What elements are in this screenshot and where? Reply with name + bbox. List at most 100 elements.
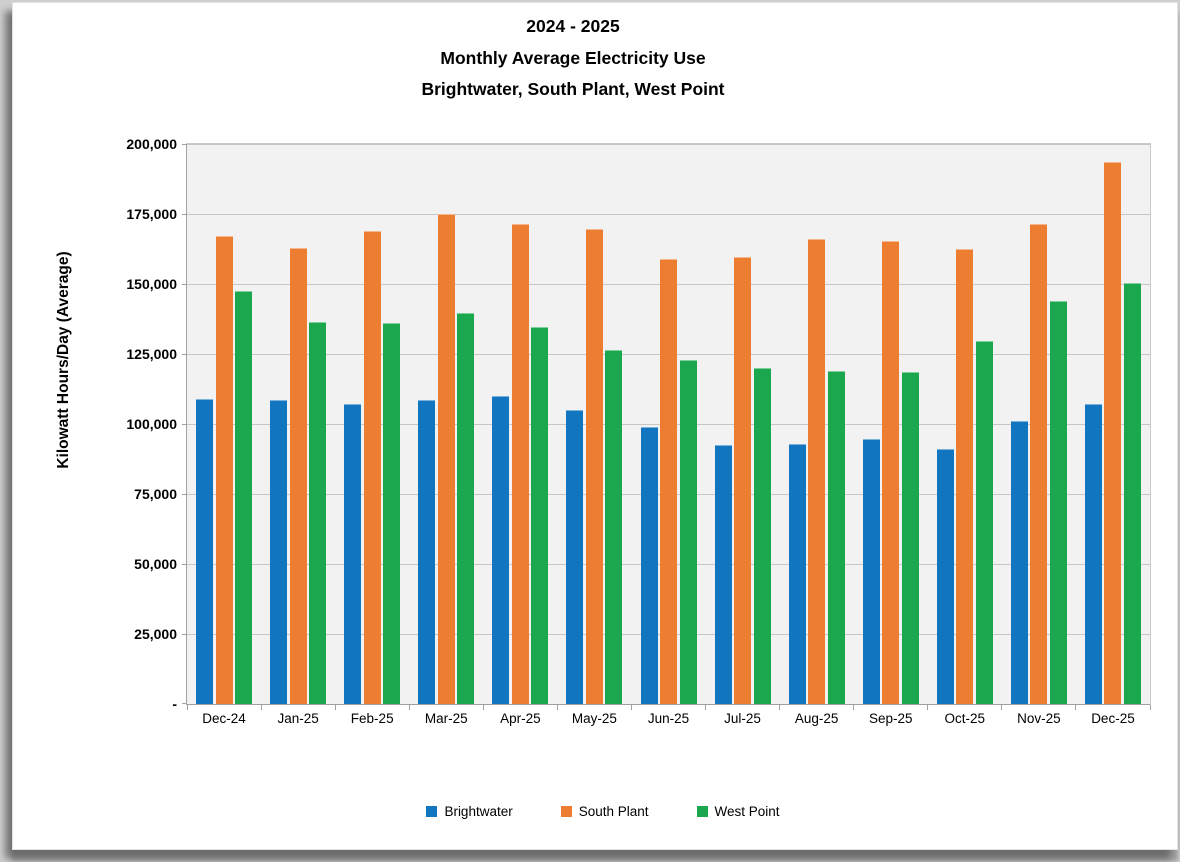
legend-label: South Plant — [578, 804, 649, 819]
legend-item-brightwater: Brightwater — [426, 804, 513, 819]
x-tick-mark — [482, 705, 484, 710]
bar-west-point-may-25 — [605, 349, 623, 704]
bar-brightwater-jan-25 — [270, 400, 288, 704]
x-axis-category-label: Feb-25 — [350, 711, 394, 726]
x-tick-mark — [705, 705, 707, 710]
legend-marker-icon — [560, 806, 572, 817]
bar-west-point-jun-25 — [679, 359, 697, 704]
bar-west-point-sep-25 — [901, 372, 919, 704]
y-axis-title: Kilowatt Hours/Day (Average) — [55, 251, 72, 469]
bar-south-plant-sep-25 — [882, 240, 900, 704]
bar-south-plant-jun-25 — [660, 258, 677, 704]
bar-south-plant-oct-25 — [956, 249, 974, 704]
legend-label: Brightwater — [444, 804, 513, 819]
legend-item-south-plant: South Plant — [560, 804, 649, 819]
bar-west-point-jul-25 — [753, 368, 771, 704]
x-tick-mark — [1149, 705, 1151, 710]
bar-south-plant-apr-25 — [511, 223, 529, 704]
bar-brightwater-mar-25 — [418, 400, 436, 704]
y-axis-tick-label: 175,000 — [126, 206, 177, 222]
x-tick-mark — [260, 705, 262, 710]
bar-brightwater-may-25 — [566, 410, 584, 704]
bar-brightwater-dec-25 — [1084, 404, 1102, 704]
bar-south-plant-jan-25 — [289, 247, 307, 704]
gridline — [187, 214, 1150, 215]
bar-brightwater-jul-25 — [714, 445, 732, 704]
y-axis-tick-label: 100,000 — [126, 416, 177, 432]
bar-brightwater-jun-25 — [640, 426, 658, 704]
x-tick-mark — [630, 705, 632, 710]
bar-west-point-dec-25 — [1123, 282, 1141, 704]
legend-label: West Point — [714, 804, 780, 819]
x-tick-mark — [1075, 705, 1077, 710]
bar-west-point-apr-25 — [531, 327, 549, 704]
y-tick-mark — [182, 564, 187, 565]
plot-area: - 25,000 50,000 75,000 100,000 125,000 150,000… — [126, 137, 1151, 726]
x-tick-mark — [408, 705, 410, 710]
x-tick-mark — [779, 705, 781, 710]
bar-south-plant-aug-25 — [808, 239, 826, 704]
y-axis-tick-label: 200,000 — [126, 136, 177, 152]
legend-marker-icon — [696, 806, 708, 817]
bar-south-plant-mar-25 — [437, 214, 455, 704]
bar-west-point-mar-25 — [457, 313, 475, 704]
legend: Brightwater South Plant West Point — [13, 804, 1180, 819]
bar-brightwater-aug-25 — [788, 443, 806, 704]
x-axis-category-label: May-25 — [571, 711, 617, 726]
chart-page: 2024 - 2025 Monthly Average Electricity … — [12, 2, 1178, 850]
bar-west-point-aug-25 — [827, 370, 845, 704]
x-tick-mark — [853, 705, 855, 710]
y-axis-tick-label: - — [172, 696, 177, 712]
bar-west-point-feb-25 — [383, 323, 401, 704]
chart-title-line-2: Monthly Average Electricity Use — [440, 47, 706, 68]
bar-brightwater-nov-25 — [1010, 421, 1028, 704]
legend-marker-icon — [426, 806, 438, 817]
x-tick-mark — [334, 705, 336, 710]
y-axis-tick-label: 75,000 — [134, 486, 177, 502]
bar-brightwater-sep-25 — [862, 439, 880, 704]
x-axis-category-label: Jul-25 — [724, 711, 761, 726]
x-axis-category-label: Jun-25 — [647, 711, 690, 726]
y-tick-mark — [182, 703, 187, 704]
y-tick-mark — [182, 214, 187, 215]
y-axis-tick-label: 50,000 — [134, 556, 177, 572]
legend-item-west-point: West Point — [696, 804, 780, 819]
bar-brightwater-dec-24 — [196, 398, 214, 704]
bar-west-point-nov-25 — [1049, 300, 1067, 704]
x-axis-category-label: Sep-25 — [868, 711, 913, 726]
y-tick-mark — [182, 634, 187, 635]
bar-south-plant-feb-25 — [363, 230, 381, 704]
chart-title-line-1: 2024 - 2025 — [526, 16, 620, 36]
x-axis-category-label: Oct-25 — [944, 711, 986, 726]
bar-south-plant-may-25 — [585, 229, 603, 704]
x-axis-category-label: Mar-25 — [424, 711, 468, 726]
x-axis-category-label: Dec-24 — [202, 711, 246, 726]
bar-brightwater-oct-25 — [936, 449, 954, 704]
y-tick-mark — [182, 494, 187, 495]
x-axis-category-label: Dec-25 — [1091, 711, 1135, 726]
x-axis-category-label: Nov-25 — [1017, 711, 1061, 726]
x-tick-mark — [1001, 705, 1003, 710]
bar-brightwater-apr-25 — [492, 396, 510, 704]
x-tick-mark — [927, 705, 929, 710]
x-axis-category-label: Aug-25 — [794, 711, 839, 726]
x-axis-line — [186, 704, 1150, 705]
x-tick-mark — [556, 705, 558, 710]
chart-title-line-3: Brightwater, South Plant, West Point — [421, 79, 725, 99]
y-axis-tick-label: 150,000 — [126, 276, 177, 292]
y-axis-tick-label: 25,000 — [134, 626, 177, 642]
chart-title: 2024 - 2025 Monthly Average Electricity … — [13, 11, 1133, 106]
bar-west-point-dec-24 — [235, 291, 253, 704]
y-tick-mark — [182, 144, 187, 145]
y-tick-mark — [182, 424, 187, 425]
y-tick-mark — [182, 354, 187, 355]
bar-south-plant-dec-24 — [215, 236, 233, 704]
bar-south-plant-jul-25 — [734, 257, 752, 704]
y-axis-tick-label: 125,000 — [126, 346, 177, 362]
bar-west-point-oct-25 — [975, 341, 993, 704]
gridline — [187, 144, 1150, 145]
bar-brightwater-feb-25 — [344, 404, 362, 704]
y-tick-mark — [182, 284, 187, 285]
bar-west-point-jan-25 — [309, 321, 327, 704]
